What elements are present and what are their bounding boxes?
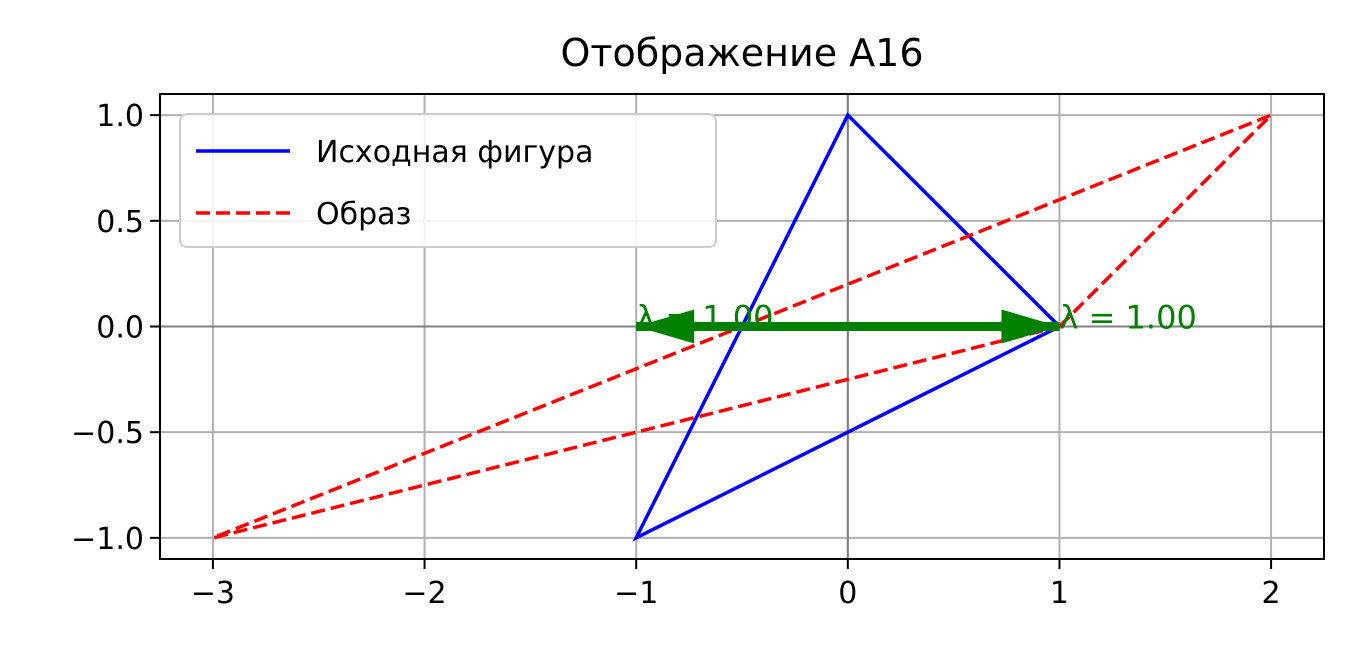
- x-tick-label: 1: [1050, 576, 1069, 611]
- legend: Исходная фигура Образ: [179, 113, 717, 248]
- eigenvector-label: λ = 1.00: [636, 299, 773, 337]
- legend-label: Образ: [316, 197, 412, 232]
- x-tick-label: 0: [838, 576, 857, 611]
- eigenvector-head: [1001, 309, 1060, 344]
- eigenvector-label: λ = 1.00: [1059, 299, 1196, 337]
- y-tick-label: 0.5: [96, 205, 144, 240]
- y-tick-label: 1.0: [96, 99, 144, 134]
- x-tick-label: 2: [1262, 576, 1281, 611]
- axes: −3 −2 −1 0 1 2 −1.0 −0.5 0.0 0.5 1.0: [71, 99, 1280, 611]
- x-tick-label: −1: [614, 576, 658, 611]
- eigenvector-head: [636, 309, 695, 344]
- chart-title: Отображение A16: [560, 31, 923, 75]
- y-tick-label: 0.0: [96, 311, 144, 346]
- y-tick-label: −1.0: [71, 522, 144, 557]
- plot-frame: [159, 93, 1325, 560]
- x-tick-label: −3: [191, 576, 235, 611]
- legend-label: Исходная фигура: [316, 135, 593, 170]
- x-tick-label: −2: [402, 576, 446, 611]
- eigenvector-layer: λ = 1.00 λ = 1.00: [636, 299, 1197, 344]
- legend-box: [179, 113, 717, 248]
- y-tick-label: −0.5: [71, 416, 144, 451]
